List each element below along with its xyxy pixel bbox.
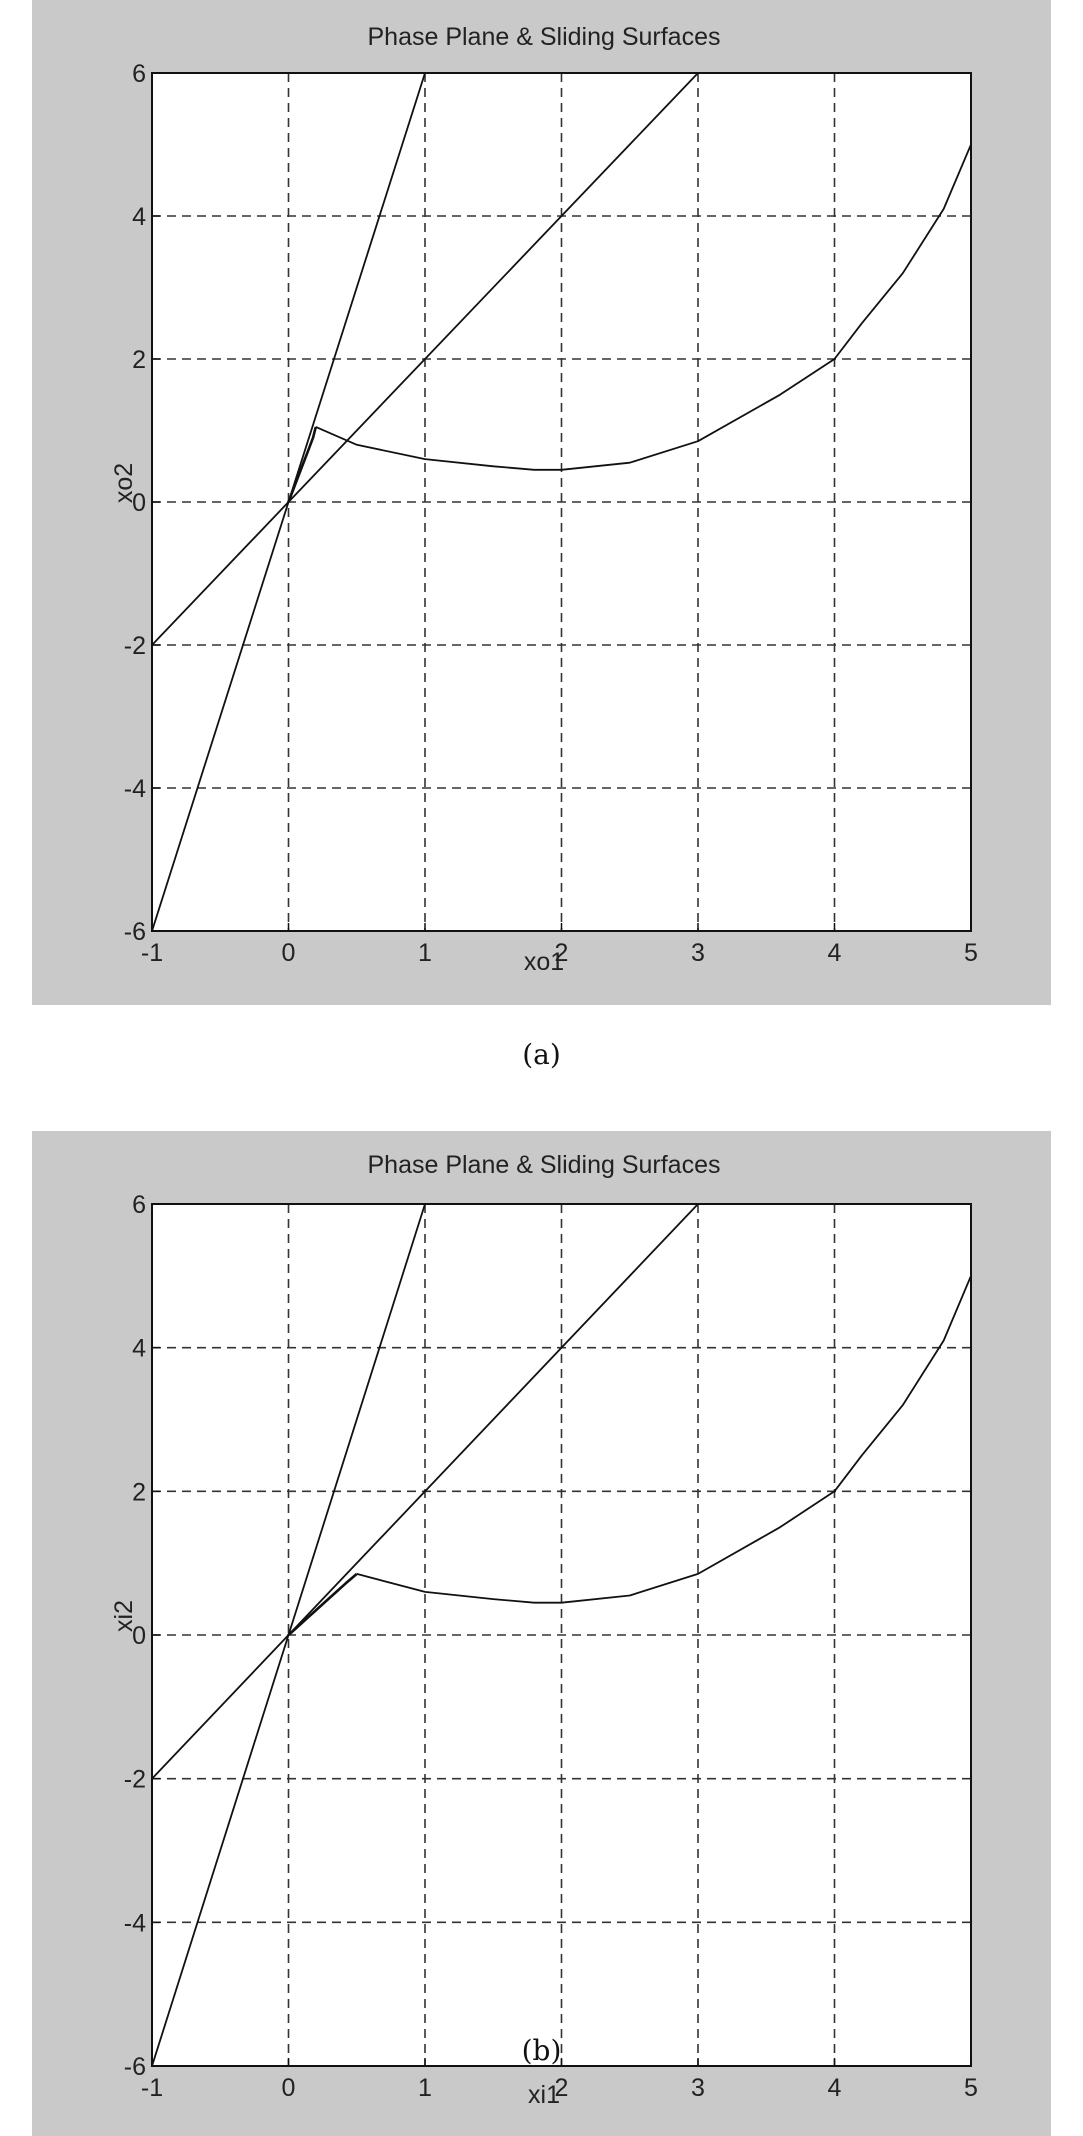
chart-a: Phase Plane & Sliding Surfaces xo1 xo2 -… xyxy=(110,23,978,976)
y-axis-label: xo2 xyxy=(110,463,138,503)
y-tick-label: -4 xyxy=(124,1909,146,1937)
x-tick-label: 2 xyxy=(555,2074,569,2102)
y-tick-label: -2 xyxy=(124,632,146,660)
caption-a: (a) xyxy=(522,1038,561,1071)
x-tick-label: 4 xyxy=(828,939,842,967)
y-tick-label: -6 xyxy=(124,2053,146,2081)
y-tick-label: 2 xyxy=(132,1478,146,1506)
x-axis-label: xo1 xyxy=(524,948,564,976)
series-line-3 xyxy=(287,426,318,503)
y-tick-label: -6 xyxy=(124,918,146,946)
y-tick-label: -2 xyxy=(124,1766,146,1794)
x-tick-label: 0 xyxy=(282,2074,296,2102)
y-tick-label: 0 xyxy=(132,1622,146,1650)
y-tick-label: 6 xyxy=(132,60,146,88)
y-axis-label: xi2 xyxy=(110,1600,138,1632)
chart-title: Phase Plane & Sliding Surfaces xyxy=(368,23,721,51)
caption-b: (b) xyxy=(521,2034,562,2067)
y-tick-label: 0 xyxy=(132,489,146,517)
chart-title: Phase Plane & Sliding Surfaces xyxy=(368,1151,721,1179)
series-line-3 xyxy=(287,1572,358,1636)
y-tick-label: -4 xyxy=(124,775,146,803)
chart-b: Phase Plane & Sliding Surfaces xi1 xi2 -… xyxy=(110,1151,978,2109)
x-tick-label: 5 xyxy=(964,939,978,967)
x-tick-label: -1 xyxy=(141,939,163,967)
y-tick-label: 4 xyxy=(132,1335,146,1363)
x-tick-label: 3 xyxy=(691,2074,705,2102)
series-line-1 xyxy=(152,1204,699,1780)
x-tick-label: 1 xyxy=(418,2074,432,2102)
x-tick-label: 5 xyxy=(964,2074,978,2102)
x-tick-label: 1 xyxy=(418,939,432,967)
figure-b: Phase Plane & Sliding Surfaces xi1 xi2 -… xyxy=(32,1131,1051,2136)
series-line-1 xyxy=(152,73,699,646)
y-tick-label: 6 xyxy=(132,1191,146,1219)
x-tick-label: 2 xyxy=(555,939,569,967)
y-tick-label: 4 xyxy=(132,203,146,231)
x-tick-label: 0 xyxy=(282,939,296,967)
y-tick-label: 2 xyxy=(132,346,146,374)
series-line-2 xyxy=(356,1275,971,1604)
x-tick-label: 3 xyxy=(691,939,705,967)
series-line-2 xyxy=(315,144,971,471)
figure-a: Phase Plane & Sliding Surfaces xo1 xo2 -… xyxy=(32,0,1051,1005)
x-tick-label: 4 xyxy=(828,2074,842,2102)
